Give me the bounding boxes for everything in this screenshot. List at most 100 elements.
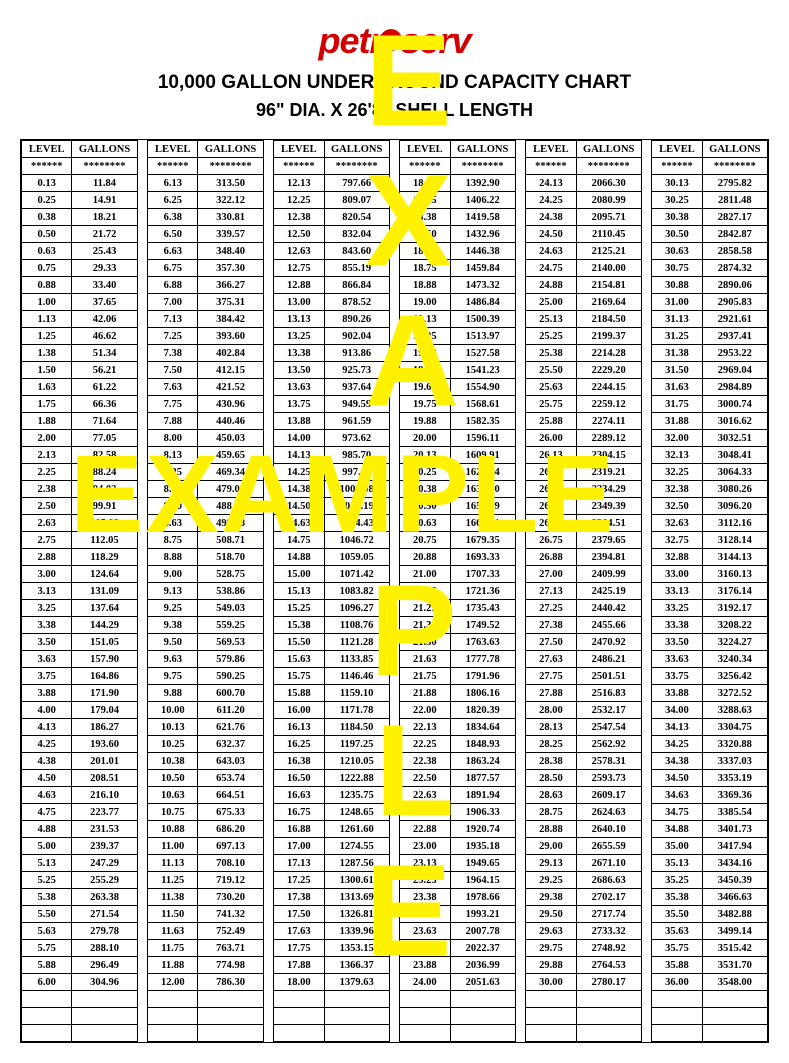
level-cell: 11.88 [148, 957, 198, 974]
gallons-cell: 2953.22 [702, 345, 767, 362]
level-cell: 28.88 [526, 821, 576, 838]
level-cell: 28.63 [526, 787, 576, 804]
gallons-cell: 1274.55 [324, 838, 389, 855]
gallons-cell [72, 1025, 137, 1042]
level-cell: 14.50 [274, 498, 324, 515]
level-cell: 7.00 [148, 294, 198, 311]
gallons-cell: 2811.48 [702, 192, 767, 209]
level-cell: 28.25 [526, 736, 576, 753]
level-cell: 2.63 [22, 515, 72, 532]
gallons-cell: 1313.69 [324, 889, 389, 906]
gallons-cell: 124.64 [72, 566, 137, 583]
gallons-cell: 949.59 [324, 396, 389, 413]
level-cell: 29.38 [526, 889, 576, 906]
level-cell: 2.38 [22, 481, 72, 498]
gallons-cell: 1763.63 [450, 634, 515, 651]
level-cell: 35.50 [652, 906, 702, 923]
level-cell: 32.75 [652, 532, 702, 549]
level-cell: 30.00 [526, 974, 576, 991]
gallons-cell: 2051.63 [450, 974, 515, 991]
level-cell: 25.25 [526, 328, 576, 345]
level-cell: 16.88 [274, 821, 324, 838]
gallons-cell: 393.60 [198, 328, 263, 345]
level-cell: 8.50 [148, 498, 198, 515]
gallons-cell: 3192.17 [702, 600, 767, 617]
level-cell [652, 1025, 702, 1042]
level-cell: 25.13 [526, 311, 576, 328]
gallons-cell: 1735.43 [450, 600, 515, 617]
gallons-cell: 866.84 [324, 277, 389, 294]
level-cell: 5.75 [22, 940, 72, 957]
level-cell: 3.88 [22, 685, 72, 702]
level-cell: 16.50 [274, 770, 324, 787]
gallons-cell: 763.71 [198, 940, 263, 957]
gallons-cell: GALLONS [72, 141, 137, 158]
level-cell: 22.13 [400, 719, 450, 736]
level-cell: 27.63 [526, 651, 576, 668]
level-cell: 20.63 [400, 515, 450, 532]
level-cell: 3.50 [22, 634, 72, 651]
gallons-cell: 1623.74 [450, 464, 515, 481]
gallons-cell: 997.82 [324, 464, 389, 481]
gallons-cell: 51.34 [72, 345, 137, 362]
gallons-cell: 271.54 [72, 906, 137, 923]
level-cell: 33.50 [652, 634, 702, 651]
gallons-cell: 3224.27 [702, 634, 767, 651]
gallons-cell: 1978.66 [450, 889, 515, 906]
gallons-cell [576, 1025, 641, 1042]
level-cell: 16.63 [274, 787, 324, 804]
level-cell: 15.75 [274, 668, 324, 685]
gallons-cell: 193.60 [72, 736, 137, 753]
level-cell: 13.25 [274, 328, 324, 345]
level-cell: 13.13 [274, 311, 324, 328]
gallons-cell: 3466.63 [702, 889, 767, 906]
level-cell: 27.50 [526, 634, 576, 651]
level-cell: 2.13 [22, 447, 72, 464]
gallons-cell: 1071.42 [324, 566, 389, 583]
gallons-cell: 231.53 [72, 821, 137, 838]
gallons-cell [72, 991, 137, 1008]
gallons-cell: 42.06 [72, 311, 137, 328]
gallons-cell: ******** [450, 158, 515, 175]
gallons-cell: GALLONS [450, 141, 515, 158]
level-cell: 15.25 [274, 600, 324, 617]
level-cell: 4.13 [22, 719, 72, 736]
level-cell: 14.75 [274, 532, 324, 549]
level-cell: 5.63 [22, 923, 72, 940]
gallons-cell: 653.74 [198, 770, 263, 787]
level-cell: 23.63 [400, 923, 450, 940]
level-cell: 29.25 [526, 872, 576, 889]
level-cell: 32.88 [652, 549, 702, 566]
gallons-cell: 66.36 [72, 396, 137, 413]
level-cell: 16.13 [274, 719, 324, 736]
level-cell: 18.63 [400, 243, 450, 260]
gallons-cell: 2486.21 [576, 651, 641, 668]
level-cell: 35.75 [652, 940, 702, 957]
gallons-cell: 2984.89 [702, 379, 767, 396]
gallons-cell: 498.78 [198, 515, 263, 532]
level-cell: 17.88 [274, 957, 324, 974]
gallons-cell: 643.03 [198, 753, 263, 770]
level-cell: 33.00 [652, 566, 702, 583]
gallons-cell: 2686.63 [576, 872, 641, 889]
gallons-cell: 255.29 [72, 872, 137, 889]
level-cell: 11.38 [148, 889, 198, 906]
gallons-cell: 686.20 [198, 821, 263, 838]
level-cell: 33.88 [652, 685, 702, 702]
level-cell: 4.00 [22, 702, 72, 719]
level-cell: ****** [22, 158, 72, 175]
level-cell: 0.50 [22, 226, 72, 243]
level-cell: 32.25 [652, 464, 702, 481]
gallons-cell: 25.43 [72, 243, 137, 260]
level-cell: 25.50 [526, 362, 576, 379]
level-cell: 11.25 [148, 872, 198, 889]
gallons-cell: 925.73 [324, 362, 389, 379]
level-cell: 18.13 [400, 175, 450, 192]
level-cell: 19.00 [400, 294, 450, 311]
gallons-cell: 1848.93 [450, 736, 515, 753]
gallons-cell: 2671.10 [576, 855, 641, 872]
gallons-cell: 1326.81 [324, 906, 389, 923]
gallons-cell: 2229.20 [576, 362, 641, 379]
level-cell: 17.38 [274, 889, 324, 906]
gallons-cell: 2304.15 [576, 447, 641, 464]
